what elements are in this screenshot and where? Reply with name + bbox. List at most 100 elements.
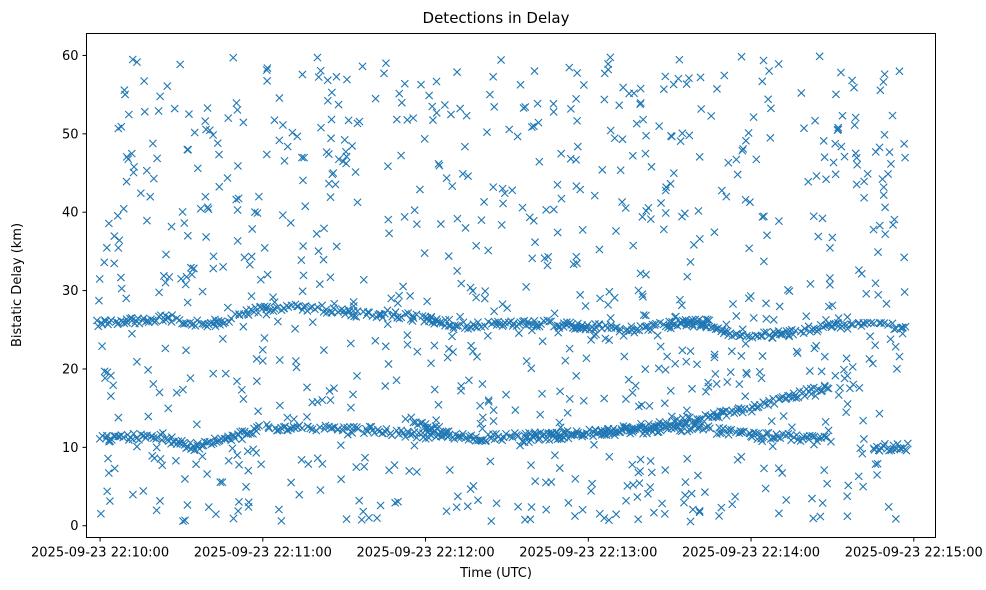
scatter-point — [480, 197, 489, 206]
scatter-point — [807, 325, 816, 334]
scatter-point — [538, 389, 547, 398]
scatter-point — [444, 344, 453, 353]
scatter-point — [171, 456, 180, 465]
scatter-point — [468, 347, 477, 356]
scatter-point — [244, 502, 253, 511]
scatter-point — [850, 83, 859, 92]
scatter-point — [158, 429, 167, 437]
scatter-point — [792, 394, 801, 403]
scatter-point — [120, 86, 129, 95]
scatter-point — [732, 312, 741, 321]
scatter-point — [572, 371, 581, 380]
scatter-point — [848, 362, 857, 371]
scatter-point — [201, 192, 210, 201]
scatter-point — [384, 215, 393, 224]
scatter-point — [805, 366, 814, 375]
scatter-point — [639, 311, 648, 320]
scatter-point — [881, 203, 890, 212]
scatter-point — [823, 320, 832, 329]
scatter-point — [572, 182, 581, 191]
scatter-point — [293, 132, 302, 141]
scatter-point — [556, 387, 565, 396]
scatter-point — [177, 274, 186, 283]
scatter-point — [526, 436, 535, 445]
scatter-point — [115, 236, 124, 245]
scatter-point — [385, 229, 394, 238]
scatter-point — [565, 63, 574, 72]
scatter-point — [541, 478, 550, 487]
scatter-point — [275, 136, 284, 145]
scatter-point — [570, 430, 579, 439]
scatter-point — [179, 517, 187, 526]
scatter-point — [762, 314, 771, 323]
scatter-point — [682, 80, 691, 89]
scatter-point — [334, 155, 343, 164]
scatter-point — [739, 144, 748, 153]
scatter-point — [854, 472, 863, 481]
scatter-point — [472, 293, 481, 302]
scatter-point — [182, 346, 191, 355]
scatter-point — [314, 73, 323, 82]
scatter-point — [619, 83, 628, 92]
scatter-point — [300, 153, 309, 162]
x-tick-label: 2025-09-23 22:15:00 — [845, 546, 983, 561]
scatter-point — [542, 505, 551, 514]
scatter-point — [478, 380, 487, 389]
scatter-point — [720, 71, 729, 80]
scatter-point — [854, 266, 863, 275]
scatter-point — [693, 317, 702, 326]
scatter-point — [659, 225, 668, 234]
scatter-point — [661, 186, 670, 195]
scatter-point — [435, 161, 444, 170]
scatter-point — [211, 510, 220, 519]
x-tick-label: 2025-09-23 22:10:00 — [31, 546, 169, 561]
scatter-point — [308, 398, 317, 407]
scatter-point — [686, 347, 695, 356]
scatter-point — [646, 457, 655, 466]
scatter-point — [337, 475, 346, 484]
scatter-point — [505, 432, 514, 441]
scatter-point — [327, 115, 336, 124]
scatter-point — [403, 331, 412, 340]
scatter-point — [884, 320, 893, 329]
scatter-point — [842, 408, 851, 417]
scatter-point — [727, 425, 736, 434]
scatter-point — [553, 321, 562, 330]
scatter-point — [774, 217, 783, 226]
scatter-point — [167, 317, 176, 326]
scatter-point — [456, 386, 465, 395]
scatter-point — [523, 317, 532, 326]
scatter-point — [900, 139, 909, 148]
scatter-point — [442, 174, 451, 183]
scatter-point — [649, 508, 658, 517]
scatter-point — [122, 294, 131, 303]
scatter-point — [148, 139, 157, 148]
scatter-point — [301, 301, 310, 310]
scatter-point — [325, 386, 334, 395]
scatter-point — [269, 293, 278, 302]
scatter-point — [440, 101, 449, 109]
scatter-point — [746, 292, 755, 300]
scatter-point — [117, 284, 126, 293]
scatter-point — [270, 304, 279, 313]
scatter-point — [823, 479, 832, 488]
scatter-point — [884, 502, 893, 511]
scatter-point — [766, 133, 775, 142]
scatter-point — [435, 422, 444, 431]
scatter-point — [705, 424, 714, 433]
scatter-point — [453, 266, 462, 275]
scatter-point — [683, 454, 692, 463]
scatter-point — [128, 55, 137, 64]
scatter-point — [769, 315, 778, 324]
scatter-point — [829, 158, 838, 167]
scatter-point — [542, 205, 551, 214]
scatter-point — [693, 471, 702, 480]
scatter-point — [573, 69, 582, 78]
scatter-point — [98, 342, 107, 351]
scatter-point — [666, 179, 675, 188]
scatter-point — [156, 454, 165, 463]
scatter-point — [852, 180, 861, 189]
scatter-point — [681, 491, 690, 500]
scatter-point — [401, 415, 410, 424]
scatter-point — [161, 344, 170, 353]
